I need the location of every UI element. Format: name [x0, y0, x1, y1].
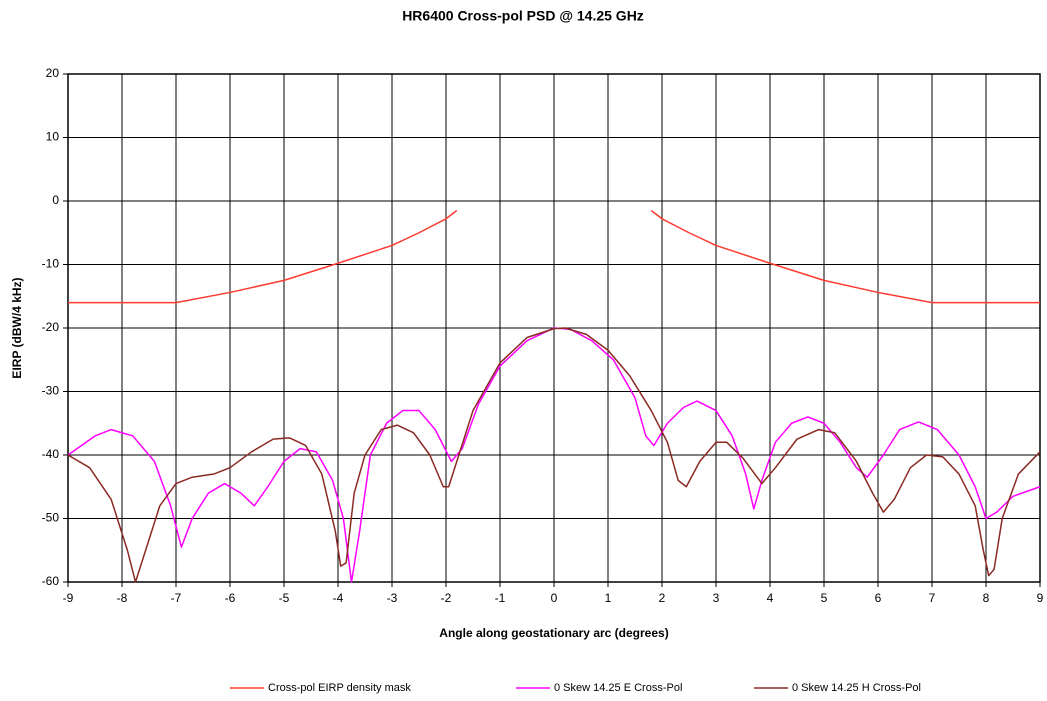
- x-tick-label: -6: [225, 591, 236, 605]
- x-tick-label: -4: [333, 591, 344, 605]
- y-tick-label: -60: [42, 574, 60, 588]
- x-tick-label: 1: [605, 591, 612, 605]
- y-tick-label: 10: [46, 130, 60, 144]
- legend-label: Cross-pol EIRP density mask: [268, 682, 411, 694]
- x-tick-label: 2: [659, 591, 666, 605]
- x-tick-label: 4: [767, 591, 774, 605]
- x-tick-label: 9: [1037, 591, 1044, 605]
- x-tick-label: -9: [63, 591, 74, 605]
- y-tick-label: -20: [42, 320, 60, 334]
- x-tick-label: -5: [279, 591, 290, 605]
- chart-title: HR6400 Cross-pol PSD @ 14.25 GHz: [402, 8, 644, 24]
- x-tick-label: -7: [171, 591, 182, 605]
- y-tick-label: -30: [42, 384, 60, 398]
- x-tick-label: -8: [117, 591, 128, 605]
- y-tick-label: -50: [42, 511, 60, 525]
- x-tick-label: 3: [713, 591, 720, 605]
- x-tick-label: -2: [441, 591, 452, 605]
- x-tick-label: 8: [983, 591, 990, 605]
- x-tick-label: 0: [551, 591, 558, 605]
- plot-frame: [67, 73, 1041, 583]
- x-axis-title: Angle along geostationary arc (degrees): [439, 626, 668, 640]
- legend-label: 0 Skew 14.25 E Cross-Pol: [554, 682, 682, 694]
- y-axis-title: EIRP (dBW/4 kHz): [10, 277, 24, 378]
- x-tick-label: 7: [929, 591, 936, 605]
- x-tick-label: 5: [821, 591, 828, 605]
- legend-label: 0 Skew 14.25 H Cross-Pol: [792, 682, 921, 694]
- y-tick-label: -10: [42, 257, 60, 271]
- series-line: [68, 209, 458, 304]
- series-line: [67, 327, 1041, 583]
- y-tick-label: -40: [42, 447, 60, 461]
- y-tick-label: 0: [52, 193, 59, 207]
- x-tick-label: -1: [495, 591, 506, 605]
- x-tick-label: -3: [387, 591, 398, 605]
- y-tick-label: 20: [46, 66, 60, 80]
- series-line: [650, 209, 1040, 304]
- x-tick-label: 6: [875, 591, 882, 605]
